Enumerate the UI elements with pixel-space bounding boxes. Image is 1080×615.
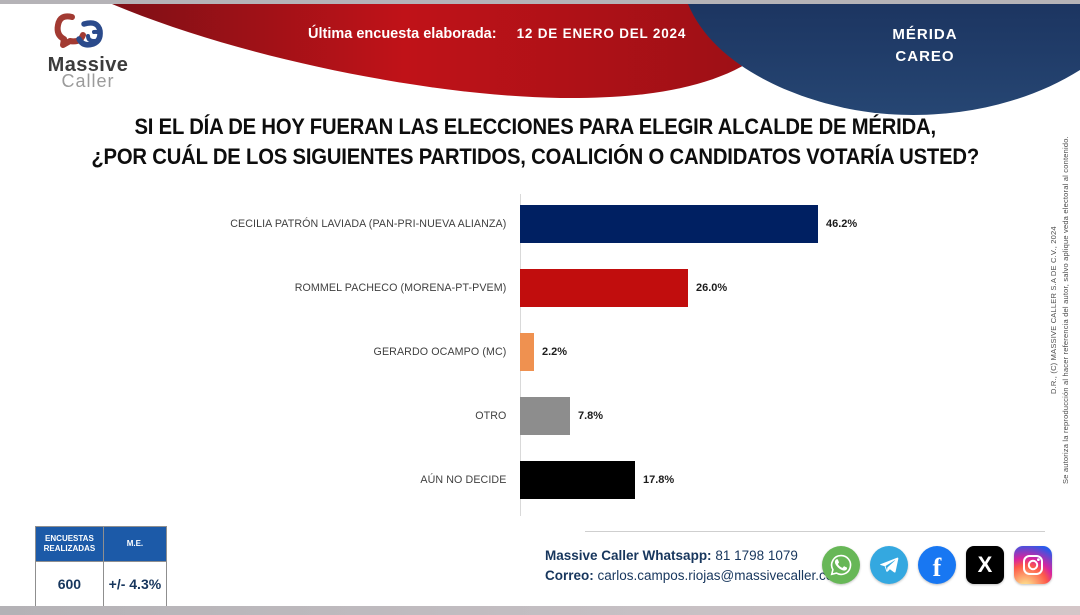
bar-value: 46.2% bbox=[826, 218, 858, 230]
x-icon[interactable]: X bbox=[966, 546, 1004, 584]
region-line1: MÉRIDA bbox=[892, 26, 958, 43]
whatsapp-label: Massive Caller Whatsapp: bbox=[545, 548, 712, 563]
copyright-notice: D.R., (C) MASSIVE CALLER S.A DE C.V., 20… bbox=[1049, 95, 1070, 525]
bar-label: GERARDO OCAMPO (MC) bbox=[373, 346, 507, 358]
chart-row: OTRO 7.8% bbox=[0, 384, 1080, 448]
stats-value-me: +/- 4.3% bbox=[102, 561, 168, 607]
top-border-strip bbox=[0, 0, 1080, 4]
bar-value: 17.8% bbox=[643, 474, 675, 486]
instagram-icon[interactable] bbox=[1014, 546, 1052, 584]
bar bbox=[520, 269, 688, 307]
chart-row: CECILIA PATRÓN LAVIADA (PAN-PRI-NUEVA AL… bbox=[0, 192, 1080, 256]
copyright-line2: Se autoriza la reproducción al hacer ref… bbox=[1061, 136, 1070, 484]
bar-label: CECILIA PATRÓN LAVIADA (PAN-PRI-NUEVA AL… bbox=[230, 218, 507, 230]
banner-date: 12 DE ENERO DEL 2024 bbox=[516, 26, 687, 41]
contact-info: Massive Caller Whatsapp: 81 1798 1079 Co… bbox=[545, 546, 845, 586]
poll-bar-chart: CECILIA PATRÓN LAVIADA (PAN-PRI-NUEVA AL… bbox=[0, 192, 1080, 512]
question-title-line1: SI EL DÍA DE HOY FUERAN LAS ELECCIONES P… bbox=[134, 114, 936, 139]
whatsapp-number: 81 1798 1079 bbox=[711, 548, 798, 563]
telegram-icon[interactable] bbox=[870, 546, 908, 584]
copyright-line1: D.R., (C) MASSIVE CALLER S.A DE C.V., 20… bbox=[1049, 226, 1058, 394]
footer-divider bbox=[585, 531, 1045, 532]
email-line: Correo: carlos.campos.riojas@massivecall… bbox=[545, 566, 845, 586]
bar-value: 7.8% bbox=[578, 410, 604, 422]
stats-value-encuestas: 600 bbox=[35, 561, 104, 607]
logo-bubbles-icon bbox=[54, 13, 103, 48]
stats-header-me: M.E. bbox=[102, 526, 168, 562]
header-swoosh-graphic bbox=[112, 4, 1080, 116]
email-address: carlos.campos.riojas@massivecaller.com bbox=[593, 568, 845, 583]
blue-ribbon bbox=[688, 4, 1080, 116]
logo-text-massive: Massive bbox=[47, 54, 129, 76]
question-title-line2: ¿POR CUÁL DE LOS SIGUIENTES PARTIDOS, CO… bbox=[91, 144, 980, 169]
bar bbox=[520, 333, 534, 371]
region-line2: CAREO bbox=[895, 48, 955, 65]
stats-header-encuestas: ENCUESTAS REALIZADAS bbox=[35, 526, 104, 562]
region-badge: MÉRIDA CAREO bbox=[830, 24, 1020, 68]
question-title: SI EL DÍA DE HOY FUERAN LAS ELECCIONES P… bbox=[0, 112, 1080, 172]
sample-stats-table: ENCUESTAS REALIZADAS M.E. 600 +/- 4.3% bbox=[35, 526, 168, 607]
bar-value: 2.2% bbox=[542, 346, 568, 358]
bar-label: AÚN NO DECIDE bbox=[420, 474, 507, 486]
bar bbox=[520, 461, 635, 499]
massive-caller-logo: Massive Caller bbox=[28, 12, 148, 90]
bar bbox=[520, 205, 818, 243]
logo-text-caller: Caller bbox=[61, 71, 115, 91]
bar-label: OTRO bbox=[475, 410, 507, 422]
whatsapp-icon[interactable] bbox=[822, 546, 860, 584]
social-icons: f X bbox=[822, 546, 1052, 584]
chart-row: AÚN NO DECIDE 17.8% bbox=[0, 448, 1080, 512]
bottom-border-strip bbox=[0, 606, 1080, 615]
whatsapp-line: Massive Caller Whatsapp: 81 1798 1079 bbox=[545, 546, 845, 566]
facebook-icon[interactable]: f bbox=[918, 546, 956, 584]
last-survey-banner: Última encuesta elaborada: 12 DE ENERO D… bbox=[308, 26, 686, 42]
bar bbox=[520, 397, 570, 435]
red-ribbon bbox=[112, 4, 760, 99]
bar-value: 26.0% bbox=[696, 282, 728, 294]
chart-row: ROMMEL PACHECO (MORENA-PT-PVEM) 26.0% bbox=[0, 256, 1080, 320]
chart-row: GERARDO OCAMPO (MC) 2.2% bbox=[0, 320, 1080, 384]
bar-label: ROMMEL PACHECO (MORENA-PT-PVEM) bbox=[294, 282, 507, 294]
email-label: Correo: bbox=[545, 568, 594, 583]
banner-label: Última encuesta elaborada: bbox=[308, 26, 497, 42]
